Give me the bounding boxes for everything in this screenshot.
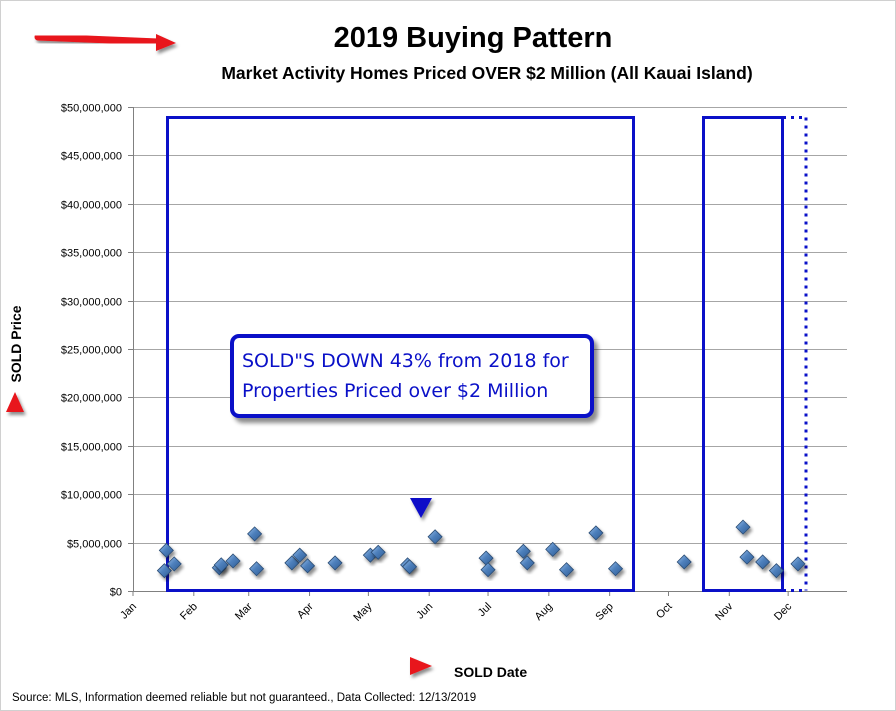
data-point xyxy=(225,553,241,569)
data-points xyxy=(156,519,806,579)
source-note: Source: MLS, Information deemed reliable… xyxy=(12,692,477,704)
x-tick-label: Dec xyxy=(772,600,795,623)
red-arrow-bottom xyxy=(236,657,432,675)
data-point xyxy=(478,550,494,566)
x-tick-label: Mar xyxy=(233,600,255,622)
data-point xyxy=(545,541,561,557)
x-tick-label: Jan xyxy=(118,601,139,622)
y-tick-label: $5,000,000 xyxy=(67,539,122,551)
callout-arrow xyxy=(410,418,432,518)
data-point xyxy=(790,556,806,572)
chart-subtitle: Market Activity Homes Priced OVER $2 Mil… xyxy=(221,63,753,83)
data-point xyxy=(327,555,343,571)
data-point xyxy=(588,525,604,541)
callout-box: SOLD"S DOWN 43% from 2018 for Properties… xyxy=(230,334,594,418)
red-arrow-top-left xyxy=(34,33,176,51)
data-point xyxy=(158,542,174,558)
data-point xyxy=(300,558,316,574)
x-tick-label: Oct xyxy=(654,601,675,622)
data-point xyxy=(755,554,771,570)
data-point xyxy=(735,519,751,535)
y-axis-title: SOLD Price xyxy=(8,305,24,382)
data-point xyxy=(515,543,531,559)
highlight-frames xyxy=(166,116,808,592)
data-point xyxy=(247,526,263,542)
x-tick-label: Jul xyxy=(476,601,494,619)
y-tick-label: $25,000,000 xyxy=(61,345,122,357)
y-tick-label: $15,000,000 xyxy=(61,442,122,454)
data-point xyxy=(519,555,535,571)
y-tick-label: $45,000,000 xyxy=(61,151,122,163)
x-tick-label: Jun xyxy=(414,601,435,622)
data-point xyxy=(607,561,624,577)
x-axis-title: SOLD Date xyxy=(454,664,527,680)
x-tick-label: May xyxy=(351,600,375,624)
y-tick-label: $20,000,000 xyxy=(61,393,122,405)
data-point xyxy=(480,562,496,578)
data-point xyxy=(402,559,418,575)
data-point xyxy=(768,563,784,579)
frame-oct-nov xyxy=(702,116,784,592)
data-point xyxy=(284,555,300,571)
x-tick-label: Apr xyxy=(295,600,316,621)
x-tick-label: Feb xyxy=(178,601,200,623)
data-point xyxy=(156,563,172,579)
y-tick-label: $35,000,000 xyxy=(61,248,122,260)
x-tick-labels: Jan Feb Mar Apr May Jun Jul Aug Sep Oct Nov Dec xyxy=(118,600,795,624)
y-tick-label: $30,000,000 xyxy=(61,297,122,309)
x-tick-label: Nov xyxy=(713,600,736,623)
red-arrow-left-vertical xyxy=(6,392,24,532)
y-tick-label: $0 xyxy=(110,587,122,599)
data-point xyxy=(166,556,182,572)
frame-jan-sep xyxy=(166,116,635,592)
data-point xyxy=(558,562,575,578)
x-tick-label: Sep xyxy=(593,601,615,623)
chart-title: 2019 Buying Pattern xyxy=(333,22,613,54)
y-tick-label: $40,000,000 xyxy=(61,200,122,212)
data-point xyxy=(370,544,386,560)
data-point xyxy=(213,557,229,573)
data-point xyxy=(249,561,265,577)
data-point xyxy=(676,554,692,570)
y-tick-label: $50,000,000 xyxy=(61,103,122,115)
callout-line-2: Properties Priced over $2 Million xyxy=(242,380,549,402)
y-tick-labels: $0 $5,000,000 $10,000,000 $15,000,000 $20,00… xyxy=(61,103,122,599)
y-tick-label: $10,000,000 xyxy=(61,490,122,502)
data-point xyxy=(739,549,755,565)
x-tick-label: Aug xyxy=(533,601,555,623)
data-point xyxy=(427,529,443,545)
data-point xyxy=(292,547,308,563)
callout-line-1: SOLD"S DOWN 43% from 2018 for xyxy=(242,350,569,372)
